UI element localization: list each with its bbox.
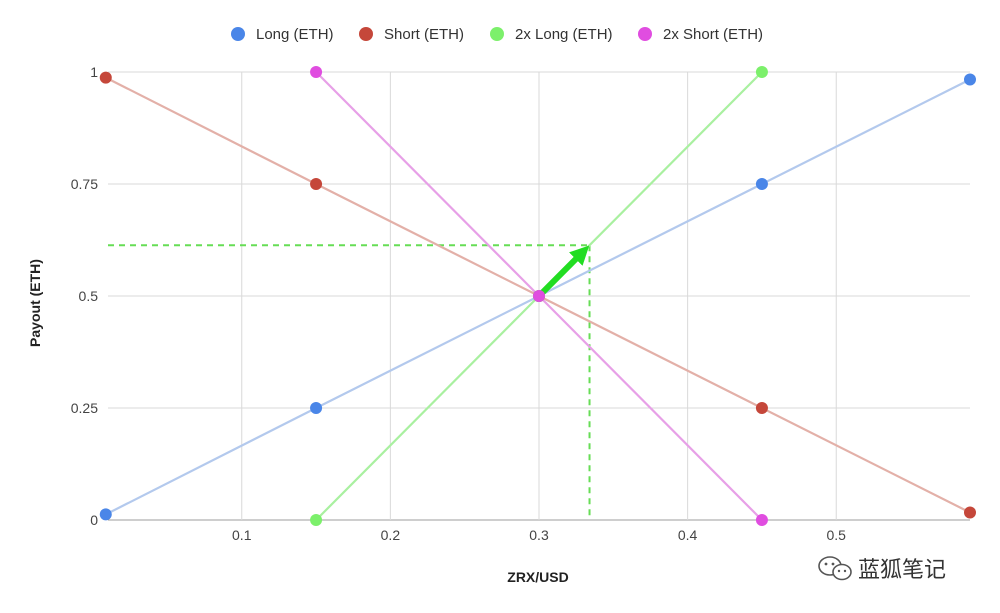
dashed-guides [108,244,591,520]
legend-marker [231,27,245,41]
legend-item: 2x Long (ETH) [490,26,613,43]
legend: Long (ETH) Short (ETH) 2x Long (ETH) 2x Sho… [231,26,763,43]
y-tick-label: 1 [90,64,98,80]
legend-marker [359,27,373,41]
data-point [755,178,768,190]
data-point [310,178,323,190]
data-point [99,71,112,84]
data-point [99,508,112,521]
axis-ticks: 0 0.25 0.5 0.75 1 0.1 0.2 0.3 0.4 0.5 [71,64,846,543]
legend-label: Short (ETH) [384,26,464,43]
x-axis-title: ZRX/USD [507,569,568,585]
x-tick-label: 0.1 [232,527,252,543]
legend-marker [490,27,504,41]
wechat-logo-icon [818,556,852,581]
x-tick-label: 0.4 [678,527,698,543]
x-tick-label: 0.5 [827,527,847,543]
data-point [964,73,976,86]
data-point [755,66,768,78]
y-tick-label: 0.75 [71,176,98,192]
watermark: 蓝狐笔记 [818,556,946,583]
legend-label: 2x Short (ETH) [663,26,763,43]
legend-label: Long (ETH) [256,26,334,43]
y-tick-label: 0.25 [71,400,98,416]
payout-arrow [536,245,590,299]
legend-label: 2x Long (ETH) [515,26,613,43]
data-point [964,506,976,519]
legend-item: 2x Short (ETH) [638,26,763,43]
y-tick-label: 0.5 [79,288,99,304]
watermark-text: 蓝狐笔记 [858,558,946,583]
y-tick-label: 0 [90,512,98,528]
legend-item: Long (ETH) [231,26,334,43]
legend-marker [638,27,652,41]
series-points [99,66,976,526]
legend-item: Short (ETH) [359,26,464,43]
annotation-arrow [536,245,590,299]
data-point [755,402,768,414]
data-point [310,66,323,78]
data-point [310,514,323,526]
data-point [533,290,545,302]
x-tick-label: 0.2 [381,527,401,543]
data-point [755,514,768,526]
x-tick-label: 0.3 [529,527,549,543]
y-axis-title: Payout (ETH) [27,259,43,347]
data-point [310,402,323,414]
